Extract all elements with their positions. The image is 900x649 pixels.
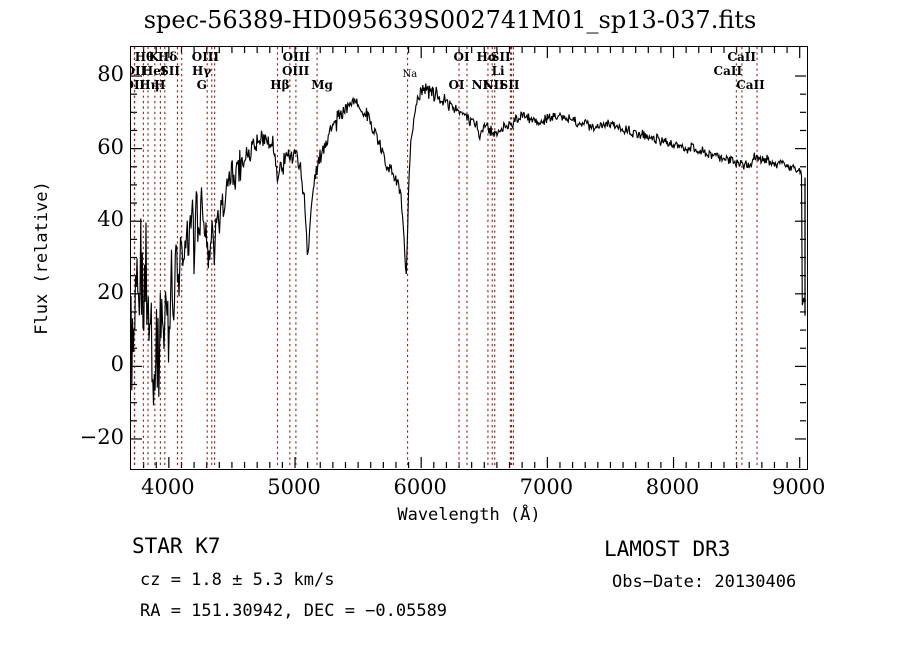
spectral-line-label: Li xyxy=(491,64,505,78)
spectral-line-label: SII xyxy=(160,64,181,78)
spectral-line-label: OII xyxy=(131,78,146,92)
spectral-line-label: G xyxy=(196,78,207,92)
observation-date-text: Obs−Date: 20130406 xyxy=(612,572,797,592)
spectral-line-label: Hδ xyxy=(157,50,178,64)
y-tick-label: −20 xyxy=(79,425,124,449)
spectral-line-label: OIII xyxy=(282,50,310,64)
x-axis-title: Wavelength (Å) xyxy=(397,505,541,525)
spectral-line-label: Hη xyxy=(139,78,160,92)
x-tick-label: 4000 xyxy=(141,475,195,499)
spectral-line-label: OIII xyxy=(281,64,310,78)
spectral-line-label: NII xyxy=(482,78,505,92)
y-tick-label: 0 xyxy=(110,352,124,377)
survey-name-text: LAMOST DR3 xyxy=(604,537,731,561)
y-axis-title: Flux (relative) xyxy=(32,181,52,335)
plot-area: OIIOIIHηHθHeIHKSIIHδHγGOIIIHβOIIIOIIIMgN… xyxy=(130,46,808,470)
y-tick-label: 80 xyxy=(97,62,124,86)
spectral-line-label: HeI xyxy=(141,64,167,78)
x-tick-label: 6000 xyxy=(393,475,447,499)
spectral-line-label: CaII xyxy=(736,78,765,92)
page-title: spec-56389-HD095639S002741M01_sp13-037.f… xyxy=(143,6,757,34)
spectral-line-label: OII xyxy=(131,64,147,78)
spectral-line-label: OI xyxy=(453,50,470,64)
spectrum-canvas xyxy=(131,47,806,468)
spectral-line-label: H xyxy=(154,78,166,92)
spectral-line-label: Hα xyxy=(476,50,498,64)
y-tick-label: 40 xyxy=(97,207,124,232)
x-tick-label: 7000 xyxy=(519,475,574,499)
y-axis-tick-labels: 80 60 40 20 0 −20 xyxy=(72,46,124,470)
spectral-line-label: Mg xyxy=(311,78,333,92)
redshift-text: cz = 1.8 ± 5.3 km/s xyxy=(140,570,335,590)
spectral-line-label: Hθ xyxy=(134,50,155,64)
spectral-line-label: Hβ xyxy=(270,78,290,92)
spectral-line-label: Na xyxy=(402,69,418,80)
x-tick-label: 9000 xyxy=(771,475,826,499)
coordinates-text: RA = 151.30942, DEC = −0.05589 xyxy=(140,601,448,621)
spectral-line-label: OIII xyxy=(191,50,220,64)
spectral-line-label: NI xyxy=(471,78,489,92)
spectral-line-label: SII xyxy=(490,50,511,64)
spectral-line-label: SII xyxy=(499,78,520,92)
spectral-line-label: Hγ xyxy=(192,64,212,78)
spectral-line-label: CaII xyxy=(727,50,756,64)
object-class-text: STAR K7 xyxy=(132,534,221,558)
y-tick-label: 60 xyxy=(97,134,124,159)
x-tick-label: 8000 xyxy=(645,475,700,499)
spectral-line-label: CaII xyxy=(713,64,743,78)
x-axis-tick-labels: 4000 5000 6000 7000 8000 9000 xyxy=(130,475,825,502)
y-tick-label: 20 xyxy=(97,279,124,304)
spectral-line-label: K xyxy=(148,50,159,64)
x-tick-label: 5000 xyxy=(267,475,321,499)
spectral-line-label: OI xyxy=(448,78,465,92)
